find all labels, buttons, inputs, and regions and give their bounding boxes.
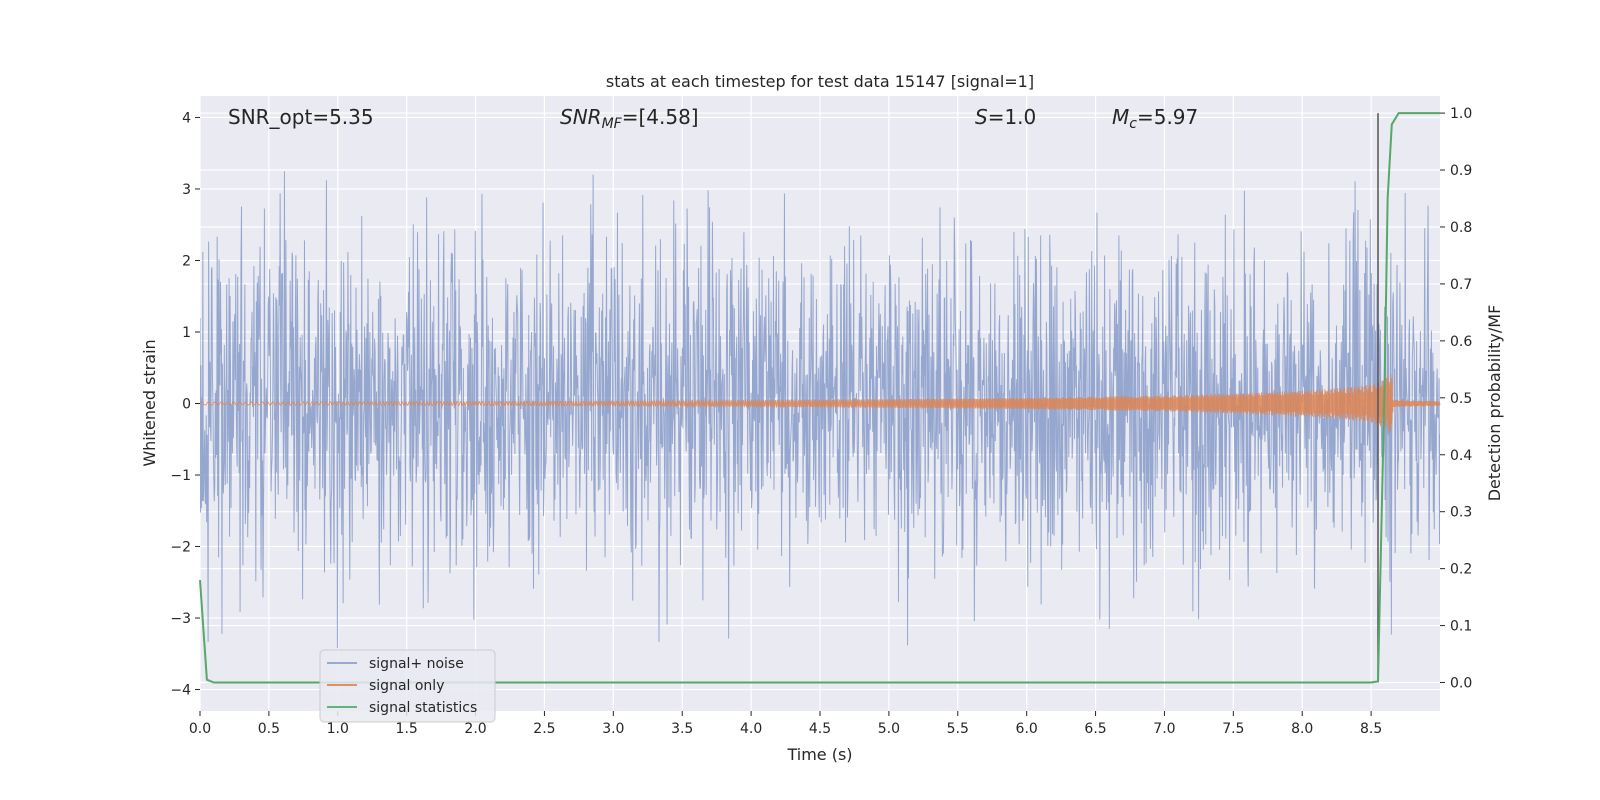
x-tick-label: 7.5 [1222, 721, 1244, 737]
x-tick-label: 8.5 [1360, 721, 1382, 737]
annotation-s: S=1.0 [975, 105, 1036, 129]
x-tick-label: 3.0 [602, 721, 624, 737]
x-tick-label: 5.5 [947, 721, 969, 737]
annotation-snr-opt: SNR_opt=5.35 [228, 105, 374, 129]
y-tick-label: 2 [182, 253, 191, 269]
y2-tick-label: 0.8 [1450, 220, 1472, 236]
y-tick-label: −4 [170, 683, 191, 699]
y-axis-label: Whitened strain [140, 339, 159, 466]
x-tick-label: 6.5 [1084, 721, 1106, 737]
y2-tick-label: 0.2 [1450, 562, 1472, 578]
y-tick-label: 3 [182, 182, 191, 198]
y2-tick-label: 0.0 [1450, 676, 1472, 692]
y-tick-label: −2 [170, 540, 191, 556]
y2-tick-label: 0.9 [1450, 163, 1472, 179]
x-tick-label: 3.5 [671, 721, 693, 737]
y2-tick-label: 1.0 [1450, 106, 1472, 122]
legend: signal+ noise signal only signal statist… [319, 649, 496, 723]
x-tick-label: 4.0 [740, 721, 762, 737]
legend-box [319, 649, 496, 723]
legend-label-signal-noise: signal+ noise [369, 656, 464, 672]
chart-title: stats at each timestep for test data 151… [606, 72, 1034, 91]
x-tick-label: 6.0 [1016, 721, 1038, 737]
series-signal-statistics [199, 112, 1440, 684]
y2-axis-label: Detection probability/MF [1485, 305, 1504, 502]
y-tick-label: 0 [182, 397, 191, 413]
y-tick-label: 1 [182, 325, 191, 341]
series-signal-noise [200, 171, 1440, 649]
x-tick-label: 7.0 [1153, 721, 1175, 737]
legend-label-signal-only: signal only [369, 678, 444, 694]
legend-label-signal-statistics: signal statistics [369, 700, 477, 716]
y2-tick-label: 0.7 [1450, 277, 1472, 293]
y-tick-label: 4 [182, 110, 191, 126]
x-tick-label: 4.5 [809, 721, 831, 737]
x-tick-label: 5.0 [878, 721, 900, 737]
y-tick-label: −1 [170, 468, 191, 484]
x-tick-label: 1.5 [396, 721, 418, 737]
x-tick-label: 2.0 [464, 721, 486, 737]
x-tick-label: 0.0 [189, 721, 211, 737]
x-axis-label: Time (s) [786, 745, 852, 764]
x-tick-label: 1.0 [327, 721, 349, 737]
annotation-mc: Mc=5.97 [1112, 105, 1198, 132]
annotation-snr-mf: SNRMF=[4.58] [560, 105, 699, 132]
x-tick-label: 0.5 [258, 721, 280, 737]
series-layer [199, 112, 1441, 684]
y2-tick-label: 0.3 [1450, 505, 1472, 521]
y2-tick-label: 0.4 [1450, 448, 1472, 464]
series-signal-only [199, 373, 1441, 433]
y2-tick-label: 0.1 [1450, 619, 1472, 635]
y2-tick-label: 0.6 [1450, 334, 1472, 350]
x-tick-label: 2.5 [533, 721, 555, 737]
ticks-layer: 0.0 0.5 1.0 1.5 2.0 2.5 3.0 3.5 4.0 4.5 5.0 5.5 6.0 6… [170, 106, 1472, 737]
x-tick-label: 8.0 [1291, 721, 1313, 737]
y2-tick-label: 0.5 [1450, 391, 1472, 407]
y-tick-label: −3 [170, 611, 191, 627]
